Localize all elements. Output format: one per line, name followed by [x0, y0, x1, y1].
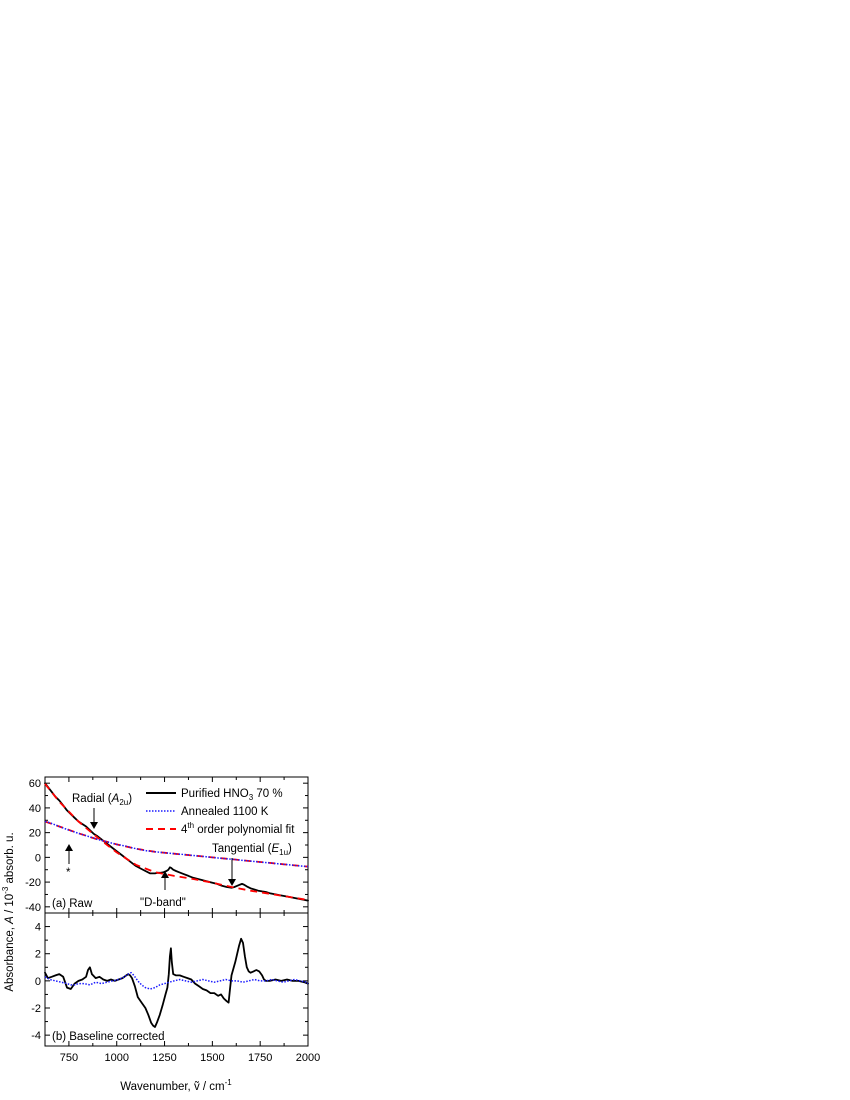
legend: Purified HNO3 70 % Annealed 1100 K 4th o…	[146, 788, 295, 836]
panel-b-ytick-label: -2	[31, 1003, 41, 1015]
panel-a-ytick-label: 60	[29, 778, 41, 790]
panel-a-series-0-solid-line	[44, 782, 309, 902]
panel-a-label: (a) Raw	[52, 898, 93, 910]
x-axis-title: Wavenumber, ṽ / cm-1	[120, 1078, 232, 1093]
legend-label-purified: Purified HNO3 70 %	[181, 788, 283, 802]
panel-a-ytick-label: 0	[35, 852, 41, 864]
panel-a-ytick-label: -40	[25, 902, 41, 914]
panel-b-ytick-label: 0	[35, 976, 41, 988]
panel-b-ticks: -4 -2 0 2 4 750 1000 1250 1500 1750 2000	[31, 912, 320, 1064]
panel-a-ticks: -40 -20 0 20 40 60	[25, 777, 309, 914]
panel-b-ytick-label: 2	[35, 949, 41, 961]
xtick-label: 1250	[152, 1052, 176, 1064]
panel-a-ytick-label: 20	[29, 828, 41, 840]
legend-label-fit: 4th order polynomial fit	[181, 821, 295, 836]
panel-a-ytick-label: -20	[25, 877, 41, 889]
panel-b-series	[44, 937, 309, 1028]
xtick-label: 1750	[248, 1052, 272, 1064]
panel-b-frame	[44, 912, 309, 1047]
xtick-label: 750	[60, 1052, 78, 1064]
star-annotation: *	[66, 867, 71, 879]
legend-label-annealed: Annealed 1100 K	[181, 806, 269, 818]
panel-b-label: (b) Baseline corrected	[52, 1031, 165, 1043]
y-axis-title: Absorbance, A / 10-3 absorb. u.	[1, 832, 16, 991]
radial-annotation: Radial (A2u)	[72, 793, 132, 807]
panel-a-ytick-label: 40	[29, 803, 41, 815]
xtick-label: 1000	[104, 1052, 128, 1064]
panel-b-ytick-label: 4	[35, 922, 41, 934]
xtick-label: 1500	[200, 1052, 224, 1064]
dband-annotation: "D-band"	[140, 897, 186, 909]
panel-b-series-0-solid-line	[44, 937, 309, 1028]
panel-a-series-2-dashed-line	[44, 783, 309, 901]
panel-b-ytick-label: -4	[31, 1030, 41, 1042]
tangential-annotation: Tangential (E1u)	[212, 843, 292, 857]
xtick-label: 2000	[296, 1052, 320, 1064]
panel-a-series	[44, 782, 309, 902]
